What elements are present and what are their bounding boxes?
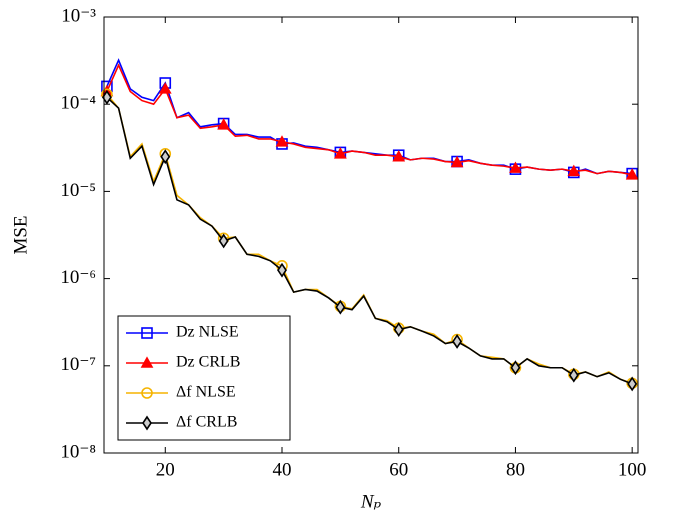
series-line — [106, 96, 633, 385]
marker — [625, 168, 639, 180]
y-tick-label: 10⁻⁶ — [60, 267, 96, 288]
x-tick-label: 20 — [156, 459, 175, 480]
x-tick-label: 100 — [618, 459, 647, 480]
x-tick-label: 80 — [506, 459, 525, 480]
marker — [335, 299, 346, 315]
y-tick-label: 10⁻³ — [61, 5, 96, 26]
marker — [568, 367, 579, 383]
marker — [509, 161, 522, 173]
marker — [510, 360, 521, 376]
marker — [452, 334, 463, 349]
marker — [141, 327, 153, 339]
x-tick-label: 40 — [273, 459, 292, 480]
marker — [334, 147, 347, 159]
legend-label: Δf CRLB — [176, 414, 237, 431]
y-tick-label: 10⁻⁸ — [60, 441, 96, 462]
marker — [141, 387, 153, 399]
y-tick-label: 10⁻⁷ — [60, 354, 96, 375]
marker — [218, 233, 229, 249]
legend: Dz NLSE Dz CRLB Δf NLSE Δf CRLB — [117, 315, 291, 441]
marker — [567, 164, 581, 177]
y-axis-label: MSE — [10, 215, 31, 254]
y-tick-label: 10⁻⁵ — [60, 180, 96, 201]
marker — [277, 262, 287, 278]
marker — [160, 149, 171, 165]
marker — [275, 135, 289, 147]
x-axis-label: Nₚ — [360, 491, 382, 512]
legend-label: Dz NLSE — [176, 324, 239, 341]
marker — [140, 356, 154, 368]
marker — [393, 322, 404, 338]
marker — [142, 415, 152, 431]
marker — [158, 82, 172, 94]
legend-label: Δf NLSE — [176, 384, 236, 401]
marker — [217, 118, 230, 130]
marker — [627, 376, 638, 392]
series-line — [106, 63, 633, 176]
plot-frame — [103, 16, 639, 454]
y-tick-label: 10⁻⁴ — [60, 93, 96, 114]
series-line — [106, 58, 633, 175]
x-tick-label: 60 — [389, 459, 408, 480]
legend-label: Dz CRLB — [176, 354, 240, 371]
marker — [392, 150, 406, 162]
marker — [450, 155, 464, 168]
